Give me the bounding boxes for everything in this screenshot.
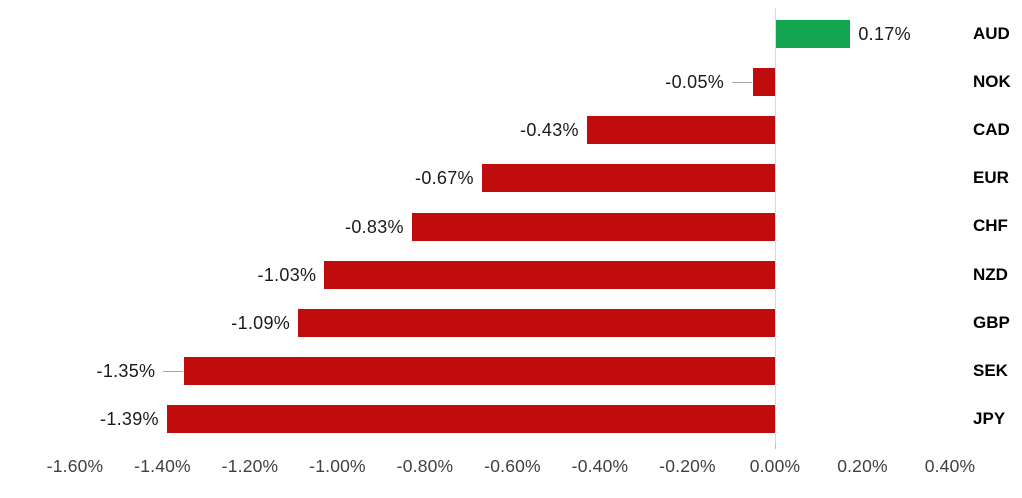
leader-line-sek: [163, 370, 184, 372]
bar-jpy: [166, 404, 775, 433]
x-axis-tick-label: 0.20%: [837, 456, 888, 476]
bar-value-label-eur: -0.67%: [415, 168, 474, 189]
bar-gbp: [298, 308, 775, 337]
x-axis-tick-label: -1.40%: [134, 456, 191, 476]
bar-value-label-nok: -0.05%: [665, 72, 725, 93]
x-axis-tick-label: -0.80%: [396, 456, 454, 476]
category-label-eur: EUR: [973, 168, 1009, 188]
category-label-aud: AUD: [973, 24, 1010, 43]
x-axis-tick-label: -1.00%: [309, 456, 366, 476]
zero-axis-line: [774, 8, 776, 443]
category-label-nok: NOK: [973, 72, 1011, 92]
bar-chf: [411, 212, 775, 241]
x-axis-tick-label: 0.00%: [749, 456, 801, 476]
bar-eur: [481, 164, 775, 193]
bar-value-label-nzd: -1.03%: [257, 264, 317, 285]
zero-axis-tick: [774, 443, 776, 449]
category-label-nzd: NZD: [973, 264, 1008, 284]
category-label-jpy: JPY: [973, 408, 1006, 428]
bar-nok: [753, 68, 775, 97]
bar-value-label-aud: 0.17%: [858, 24, 911, 45]
bar-value-label-gbp: -1.09%: [231, 312, 291, 333]
bar-value-label-jpy: -1.39%: [100, 408, 159, 429]
x-axis-tick-label: -0.60%: [484, 456, 541, 476]
bar-nzd: [324, 260, 775, 289]
bar-value-label-chf: -0.83%: [345, 216, 404, 237]
bar-value-label-sek: -1.35%: [96, 360, 156, 381]
bar-value-label-cad: -0.43%: [520, 120, 579, 141]
x-axis-tick-label: -1.60%: [46, 456, 104, 476]
bar-aud: [776, 20, 851, 49]
category-label-chf: CHF: [973, 216, 1008, 236]
bar-cad: [586, 116, 775, 145]
category-label-gbp: GBP: [973, 312, 1010, 332]
bar-sek: [184, 356, 775, 385]
x-axis-tick-label: -1.20%: [221, 456, 279, 476]
leader-line-nok: [732, 82, 753, 84]
x-axis-tick-label: 0.40%: [924, 456, 976, 476]
x-axis-tick-label: -0.20%: [659, 456, 716, 476]
x-axis-tick-label: -0.40%: [571, 456, 629, 476]
category-label-cad: CAD: [973, 120, 1010, 140]
category-label-sek: SEK: [973, 360, 1008, 380]
